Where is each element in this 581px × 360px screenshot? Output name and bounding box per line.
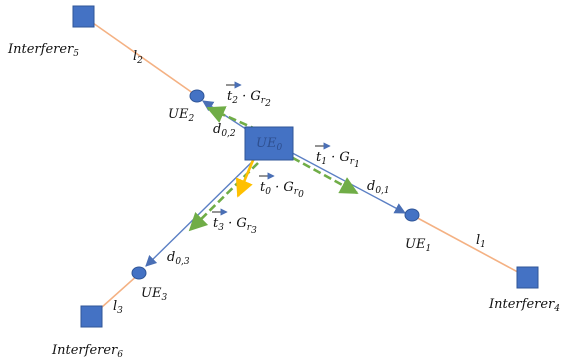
interferer4-label: Interferer4: [488, 297, 560, 314]
svg-text:t1 · Gr1: t1 · Gr1: [316, 150, 360, 170]
ue3-label: UE3: [141, 286, 167, 303]
ue0-node: [244, 126, 294, 161]
ue0-label: UE0: [256, 136, 282, 153]
t3-label: t3 · Gr3: [212, 208, 257, 236]
svg-text:t2 · Gr2: t2 · Gr2: [227, 89, 271, 109]
ue3-node: [131, 266, 147, 280]
t0-label: t0 · Gr0: [259, 172, 304, 200]
vector-t2-arrow: [206, 106, 259, 132]
interferer6-label: Interferer6: [51, 343, 123, 360]
link-ue0-ue3: [145, 158, 256, 267]
vector-t1-arrow: [281, 150, 359, 195]
interferer5-node: [72, 5, 95, 28]
ue2-node: [189, 89, 205, 103]
interferer6-node: [80, 305, 103, 328]
t1-label: t1 · Gr1: [315, 142, 360, 170]
link-interferer5-ue2: [82, 15, 198, 97]
ue2-label: UE2: [168, 107, 194, 124]
svg-text:t3 · Gr3: t3 · Gr3: [213, 216, 257, 236]
l3-label: l3: [113, 299, 123, 316]
l2-label: l2: [133, 49, 143, 66]
t2-label: t2 · Gr2: [226, 81, 271, 109]
interferer4-node: [516, 266, 539, 289]
l1-label: l1: [476, 233, 486, 250]
d01-label: d0,1: [367, 179, 390, 196]
ue1-label: UE1: [405, 237, 431, 254]
d03-label: d0,3: [167, 250, 190, 267]
ue1-node: [404, 208, 420, 222]
d02-label: d0,2: [213, 122, 236, 139]
svg-text:t0 · Gr0: t0 · Gr0: [260, 180, 304, 200]
interferer5-label: Interferer5: [7, 42, 79, 59]
link-ue1-interferer4: [411, 214, 528, 278]
